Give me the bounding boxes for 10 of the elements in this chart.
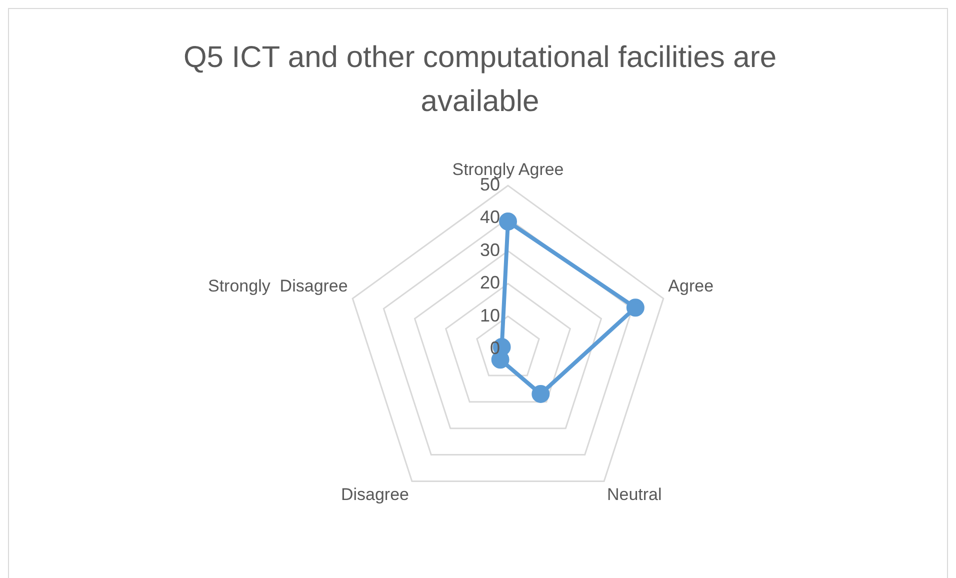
- spoke-label: Strongly Disagree: [208, 276, 348, 296]
- chart-title: Q5 ICT and other computational facilities are available: [182, 40, 778, 120]
- spoke-label: Neutral: [606, 485, 662, 504]
- y-tick-label: 10: [480, 305, 500, 326]
- y-tick-label: 40: [480, 207, 500, 228]
- y-tick-label: 20: [480, 272, 500, 293]
- spoke-label: Strongly Agree: [452, 160, 564, 180]
- y-tick-label: 30: [480, 240, 500, 260]
- spoke-label: Disagree: [340, 485, 410, 504]
- spoke-label: Agree: [668, 276, 714, 296]
